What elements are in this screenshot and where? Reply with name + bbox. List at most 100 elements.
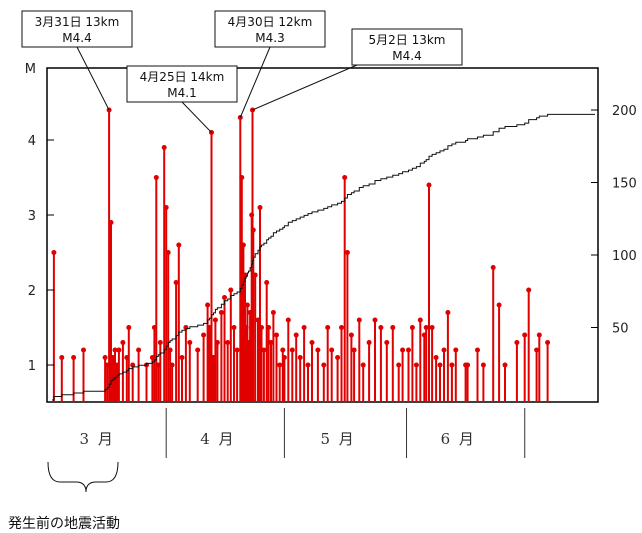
magnitude-point: [165, 250, 171, 255]
magnitude-point: [502, 362, 508, 368]
magnitude-point: [239, 175, 245, 180]
magnitude-point: [297, 355, 303, 360]
magnitude-point: [536, 332, 542, 338]
magnitude-point: [445, 310, 451, 315]
magnitude-point: [225, 340, 231, 345]
magnitude-point: [335, 355, 341, 360]
magnitude-point: [465, 362, 471, 368]
magnitude-point: [305, 362, 311, 368]
callout-date-depth: 4月25日 14km: [140, 70, 225, 84]
magnitude-point: [351, 347, 357, 353]
magnitude-point: [534, 347, 540, 353]
left-axis-label: M: [25, 62, 36, 77]
left-tick-label: 4: [28, 134, 36, 149]
magnitude-point: [514, 340, 520, 345]
magnitude-point: [59, 355, 65, 360]
magnitude-point: [126, 325, 132, 330]
magnitude-point: [453, 347, 459, 353]
right-tick-label: 200: [612, 104, 637, 119]
magnitude-point: [526, 287, 532, 293]
magnitude-point: [366, 340, 372, 345]
magnitude-point: [344, 250, 350, 255]
magnitude-point: [167, 347, 173, 353]
magnitude-point: [423, 325, 429, 330]
magnitude-point: [169, 362, 175, 368]
month-label: 6 月: [441, 430, 476, 448]
magnitude-point: [270, 310, 276, 315]
magnitude-point: [106, 107, 112, 113]
right-axis: 50 100 150 200: [591, 104, 637, 337]
magnitude-point: [417, 317, 423, 323]
magnitude-point: [437, 362, 443, 368]
magnitude-stems: [51, 107, 551, 402]
magnitude-point: [268, 340, 274, 345]
callout-date-depth: 3月31日 13km: [35, 15, 120, 29]
magnitude-point: [315, 347, 321, 353]
magnitude-point: [214, 340, 220, 345]
callout-magnitude: M4.1: [167, 86, 196, 100]
magnitude-point: [496, 302, 502, 308]
callout-date-depth: 4月30日 12km: [228, 15, 313, 29]
magnitude-point: [130, 362, 136, 368]
magnitude-point: [293, 332, 299, 338]
magnitude-point: [409, 325, 415, 330]
callout-box: [351, 28, 463, 66]
magnitude-point: [329, 347, 335, 353]
callout-date-depth: 5月2日 13km: [369, 33, 446, 47]
magnitude-point: [281, 355, 287, 360]
magnitude-point: [112, 347, 118, 353]
magnitude-point: [218, 310, 224, 315]
magnitude-point: [433, 355, 439, 360]
magnitude-point: [51, 250, 57, 255]
magnitude-point: [136, 347, 142, 353]
magnitude-point: [372, 317, 378, 323]
plot-frame: [46, 67, 599, 403]
magnitude-point: [274, 332, 279, 338]
month-label: 4 月: [200, 430, 235, 448]
magnitude-point: [81, 347, 86, 353]
magnitude-point: [173, 280, 179, 285]
month-labels: 3 月 4 月 5 月 6 月: [80, 408, 526, 458]
magnitude-point: [490, 265, 496, 270]
magnitude-point: [264, 280, 270, 285]
magnitude-point: [179, 355, 185, 360]
callout-magnitude: M4.3: [255, 31, 284, 45]
magnitude-point: [406, 347, 411, 353]
magnitude-point: [429, 325, 435, 330]
pre-activity-brace: [47, 461, 119, 493]
callout-leader: [239, 46, 271, 118]
magnitude-point: [522, 332, 528, 338]
magnitude-point: [396, 362, 402, 368]
magnitude-point: [212, 317, 218, 323]
magnitude-point: [426, 182, 432, 188]
magnitude-point: [545, 340, 551, 345]
magnitude-point: [309, 340, 315, 345]
magnitude-point: [378, 325, 384, 330]
month-label: 5 月: [320, 430, 355, 448]
magnitude-point: [222, 295, 227, 300]
magnitude-point: [195, 347, 201, 353]
magnitude-point: [250, 227, 256, 233]
magnitude-point: [205, 302, 211, 308]
magnitude-point: [360, 362, 366, 368]
magnitude-point: [384, 340, 390, 345]
callout-leader: [181, 101, 212, 133]
magnitude-point: [120, 340, 126, 345]
magnitude-point: [475, 347, 480, 353]
magnitude-point: [176, 242, 182, 248]
magnitude-point: [259, 325, 264, 330]
magnitude-point: [280, 347, 286, 353]
magnitude-point: [321, 362, 327, 368]
callout-magnitude: M4.4: [392, 49, 421, 63]
magnitude-point: [244, 302, 250, 308]
month-label: 3 月: [80, 430, 115, 448]
magnitude-point: [390, 325, 396, 330]
magnitude-point: [234, 347, 240, 353]
magnitude-point: [157, 340, 163, 345]
left-tick-label: 1: [28, 359, 36, 374]
magnitude-point: [301, 325, 307, 330]
right-tick-label: 50: [612, 322, 629, 337]
magnitude-point: [400, 347, 406, 353]
callout-leader: [252, 64, 358, 111]
